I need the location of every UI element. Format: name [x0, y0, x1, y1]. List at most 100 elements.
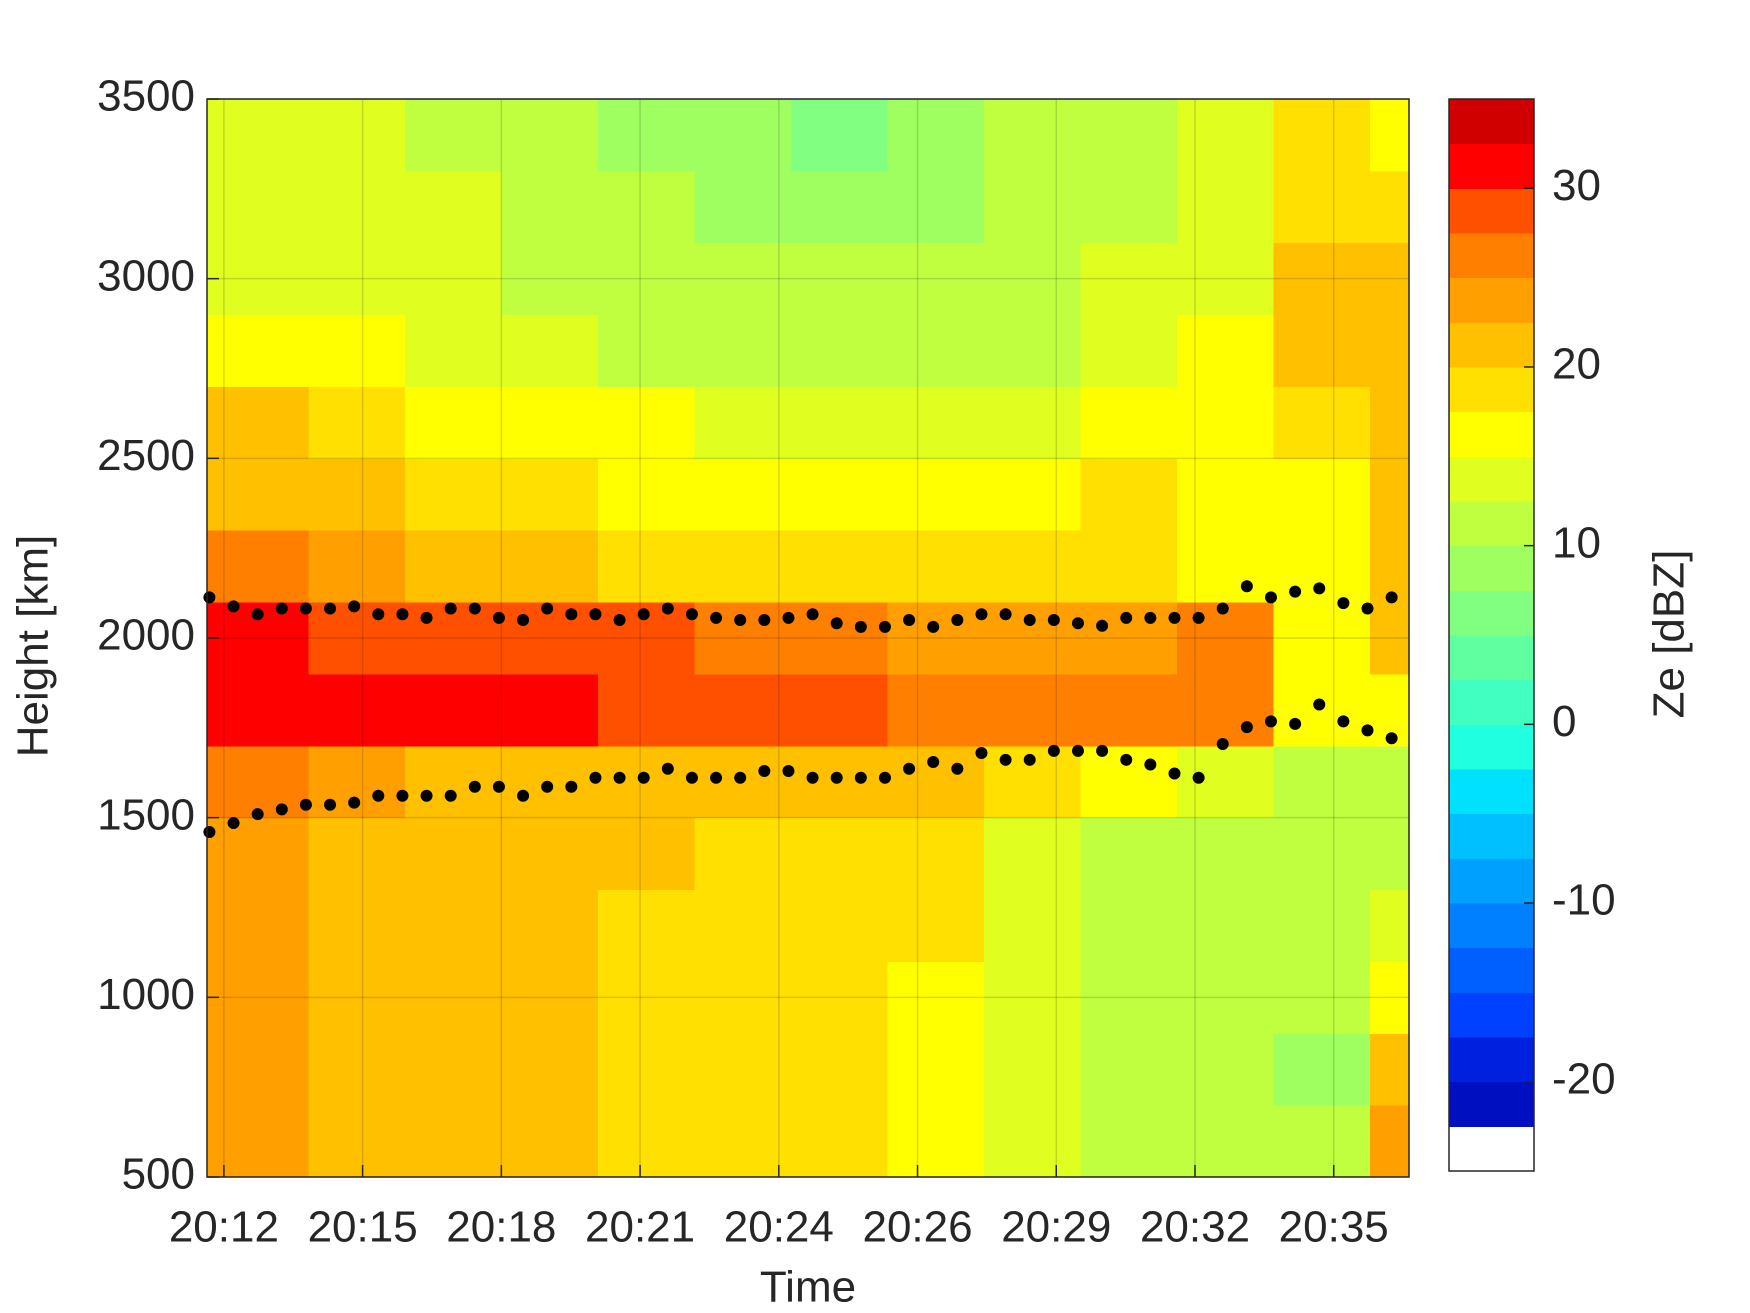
cloud-boundary-point: [854, 771, 867, 784]
heatmap-cell: [694, 673, 792, 747]
heatmap-cell: [308, 530, 406, 603]
cloud-boundary-point: [613, 614, 626, 627]
heatmap-cell: [308, 170, 406, 244]
heatmap-cell: [887, 1105, 985, 1178]
heatmap-cell: [207, 242, 309, 316]
cloud-boundary-point: [348, 796, 361, 809]
cloud-boundary-point: [975, 608, 988, 621]
heatmap-cell: [597, 458, 695, 531]
heatmap-cell: [404, 673, 502, 747]
heatmap-cell: [790, 530, 888, 603]
heatmap-cell: [694, 602, 792, 675]
heatmap-cell: [1080, 1105, 1178, 1178]
colorbar-segment: [1449, 903, 1534, 949]
cloud-boundary-point: [1240, 580, 1253, 593]
cloud-boundary-point: [951, 762, 964, 775]
colorbar-segment: [1449, 858, 1534, 904]
heatmap-cell: [207, 458, 309, 531]
heatmap-cell: [1176, 817, 1274, 891]
heatmap-cell: [1080, 889, 1178, 962]
heatmap-cell: [1273, 242, 1371, 316]
cloud-boundary-point: [324, 602, 337, 615]
cloud-boundary-point: [517, 789, 530, 802]
cloud-boundary-point: [1096, 619, 1109, 632]
cloud-boundary-point: [854, 620, 867, 633]
cloud-boundary-point: [782, 611, 795, 624]
heatmap-cell: [887, 242, 985, 316]
heatmap-cell: [501, 99, 599, 172]
heatmap-cell: [597, 386, 695, 459]
cloud-boundary-point: [251, 808, 264, 821]
heatmap-cell: [1369, 99, 1410, 172]
heatmap-cell: [1369, 242, 1410, 316]
cloud-boundary-point: [420, 789, 433, 802]
colorbar-segment: [1449, 1081, 1534, 1127]
y-tick-label: 3500: [97, 72, 195, 121]
colorbar-frame: [1448, 98, 1535, 1172]
cloud-boundary-point: [1096, 744, 1109, 757]
heatmap-cell: [308, 817, 406, 891]
cloud-boundary-point: [1313, 698, 1326, 711]
heatmap-cell: [983, 170, 1081, 244]
heatmap-cell: [597, 1033, 695, 1106]
heatmap-cell: [501, 170, 599, 244]
colorbar-tick-label: 30: [1552, 161, 1601, 210]
cloud-boundary-point: [1216, 602, 1229, 615]
heatmap-cell: [983, 1105, 1081, 1178]
cloud-boundary-point: [541, 780, 554, 793]
x-tick-label: 20:21: [585, 1203, 695, 1252]
cloud-boundary-point: [299, 798, 312, 811]
heatmap-cell: [1369, 458, 1410, 531]
cloud-boundary-point: [1192, 611, 1205, 624]
colorbar-segment: [1449, 233, 1534, 279]
heatmap-cell: [694, 170, 792, 244]
colorbar-tick-label: 0: [1552, 697, 1576, 746]
cloud-boundary-point: [734, 771, 747, 784]
heatmap-cell: [404, 745, 502, 819]
colorbar-segment: [1449, 1126, 1534, 1172]
heatmap-cell: [404, 99, 502, 172]
heatmap-cell: [790, 386, 888, 459]
heatmap-cell: [207, 889, 309, 962]
heatmap-cell: [790, 458, 888, 531]
cloud-boundary-point: [420, 611, 433, 624]
heatmap-cell: [887, 889, 985, 962]
heatmap-cell: [1080, 530, 1178, 603]
heatmap-cell: [501, 530, 599, 603]
heatmap-cell: [1369, 386, 1410, 459]
colorbar-tick-label: -20: [1552, 1054, 1616, 1103]
heatmap-cell: [1176, 745, 1274, 819]
cloud-boundary-point: [975, 746, 988, 759]
cloud-boundary-point: [227, 817, 240, 830]
heatmap-cell: [887, 530, 985, 603]
cloud-boundary-point: [275, 602, 288, 615]
heatmap-cell: [501, 1033, 599, 1106]
heatmap-cell: [597, 242, 695, 316]
cloud-boundary-point: [999, 608, 1012, 621]
heatmap-cell: [983, 99, 1081, 172]
cloud-boundary-point: [661, 602, 674, 615]
heatmap-cell: [404, 170, 502, 244]
cloud-boundary-point: [251, 608, 264, 621]
heatmap-cell: [501, 673, 599, 747]
heatmap-cell: [887, 1033, 985, 1106]
heatmap-cell: [1369, 314, 1410, 387]
heatmap-cell: [207, 817, 309, 891]
cloud-boundary-point: [1144, 758, 1157, 771]
heatmap-cell: [207, 673, 309, 747]
cloud-boundary-point: [396, 789, 409, 802]
cloud-boundary-point: [203, 826, 216, 839]
heatmap-cell: [308, 386, 406, 459]
heatmap-cell: [501, 386, 599, 459]
cloud-boundary-point: [951, 614, 964, 627]
y-tick-label: 1000: [97, 970, 195, 1019]
heatmap-cell: [597, 1105, 695, 1178]
colorbar-segment: [1449, 367, 1534, 413]
cloud-boundary-point: [396, 608, 409, 621]
colorbar-tick-label: 10: [1552, 518, 1601, 567]
heatmap-cell: [1080, 99, 1178, 172]
heatmap-cell: [694, 242, 792, 316]
colorbar-tick-label: -10: [1552, 876, 1616, 925]
colorbar: [1449, 99, 1534, 1172]
cloud-boundary-point: [1264, 591, 1277, 604]
